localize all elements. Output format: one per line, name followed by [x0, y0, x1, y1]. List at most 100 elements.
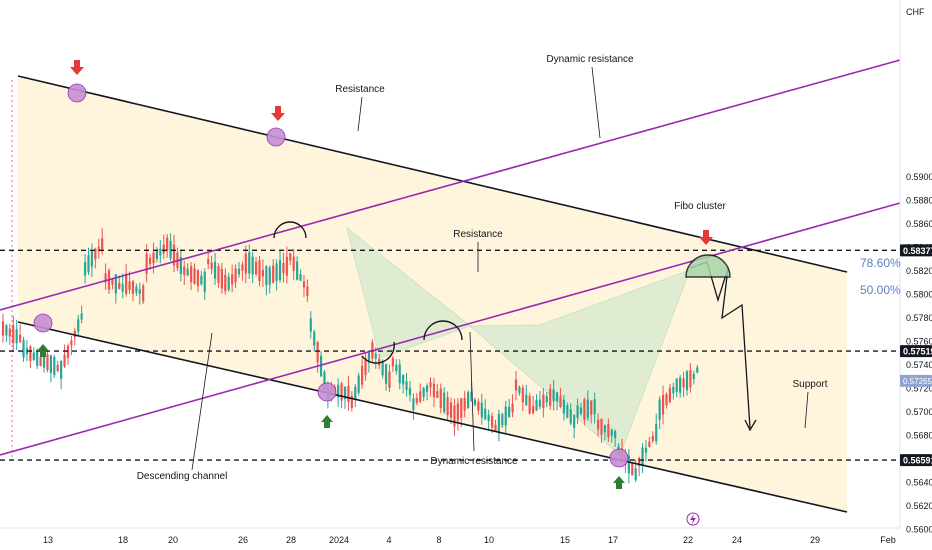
candle-body [306, 286, 309, 296]
touch-point-marker [266, 127, 286, 147]
candle-body [552, 389, 555, 402]
candle-body [405, 381, 408, 390]
candle-body [343, 386, 347, 400]
channel-lower-line [17, 321, 848, 513]
pattern-triangle-xab [346, 226, 472, 359]
candle-body [514, 379, 518, 391]
candle-body [207, 259, 210, 264]
dynamic-resistance-lower [0, 202, 901, 456]
x-tick-label: 15 [560, 535, 570, 545]
price-tag [900, 454, 932, 467]
candle-body [463, 397, 466, 411]
candle-body [521, 387, 524, 403]
candle-body [15, 329, 18, 344]
candle-body [261, 269, 265, 277]
candle-body [480, 402, 483, 418]
dynamic-resistance-upper [0, 59, 901, 311]
fib-level-50: 50.00% [860, 283, 901, 297]
candle-body [696, 367, 699, 373]
candle-body [83, 262, 87, 276]
candle-body [467, 392, 470, 409]
candle-body [614, 430, 617, 439]
candle-body [682, 378, 685, 388]
candle-body [193, 268, 196, 284]
candle-body [528, 395, 531, 414]
candle-body [610, 429, 613, 436]
candle-body [155, 250, 158, 259]
cycle-arc-1 [273, 221, 307, 239]
candle-body [436, 391, 439, 398]
candle-body [60, 361, 63, 379]
candle-body [77, 319, 80, 332]
candle-body [367, 352, 371, 363]
candle-body [398, 364, 401, 384]
candle-body [224, 274, 227, 292]
candle-body [1, 321, 5, 336]
candle-body [217, 266, 220, 283]
candle-body [658, 399, 661, 420]
x-tick-label: 17 [608, 535, 618, 545]
candle-body [532, 406, 535, 414]
candle-body [408, 387, 412, 396]
candle-body [354, 386, 357, 400]
annotation-support: Support [792, 379, 827, 390]
cycle-arc-3 [423, 320, 463, 341]
touch-point-marker [609, 448, 629, 468]
candle-body [586, 399, 589, 418]
candle-body [125, 273, 128, 294]
candle-body [374, 353, 377, 359]
candle-body [504, 406, 507, 426]
candle-body [692, 373, 695, 380]
candle-body [101, 238, 104, 251]
candle-body [254, 261, 258, 275]
x-tick-label: 20 [168, 535, 178, 545]
price-tags-layer: 0.58377 0.57519 0.56591 0.57265 [900, 244, 932, 467]
candle-body [138, 289, 141, 295]
candle-body [511, 403, 514, 413]
cycle-arc-2 [361, 341, 395, 364]
x-tick-label: 4 [386, 535, 391, 545]
candle-body [241, 264, 244, 271]
arrow-down-icon [70, 60, 84, 75]
candle-body [227, 276, 230, 290]
candle-body [487, 414, 490, 422]
candle-body [538, 399, 542, 407]
candle-body [285, 256, 288, 276]
candle-body [508, 406, 511, 418]
annotations-layer: Resistance Dynamic resistance Resistance… [137, 54, 901, 482]
arrow-up-icon [321, 415, 333, 428]
candle-body [268, 267, 271, 285]
currency-label: CHF [906, 7, 925, 17]
candle-body [186, 268, 189, 276]
candle-body [470, 391, 473, 402]
candle-body [292, 256, 295, 271]
candle-body [258, 260, 261, 282]
candle-body [555, 392, 559, 402]
candle-body [302, 281, 306, 288]
candle-body [22, 339, 25, 358]
candle-body [689, 370, 692, 388]
candle-body [432, 383, 436, 398]
candle-body [8, 328, 11, 337]
candle-body [200, 275, 203, 285]
arrow-up-icon [37, 344, 49, 357]
x-tick-label: 22 [683, 535, 693, 545]
lightning-icon [690, 514, 696, 524]
candle-body [460, 398, 463, 418]
candle-body [655, 423, 658, 442]
current-price-label: 0.57265 [903, 377, 932, 386]
candle-body [114, 274, 117, 294]
candle-body [203, 271, 206, 292]
candle-body [80, 313, 83, 320]
x-tick-label: 8 [436, 535, 441, 545]
annotation-pointer [357, 96, 363, 132]
fibo-cluster-dome [685, 254, 731, 278]
candle-body [388, 371, 391, 388]
candle-body [5, 325, 8, 336]
candle-body [131, 281, 135, 295]
candle-body [337, 384, 340, 398]
